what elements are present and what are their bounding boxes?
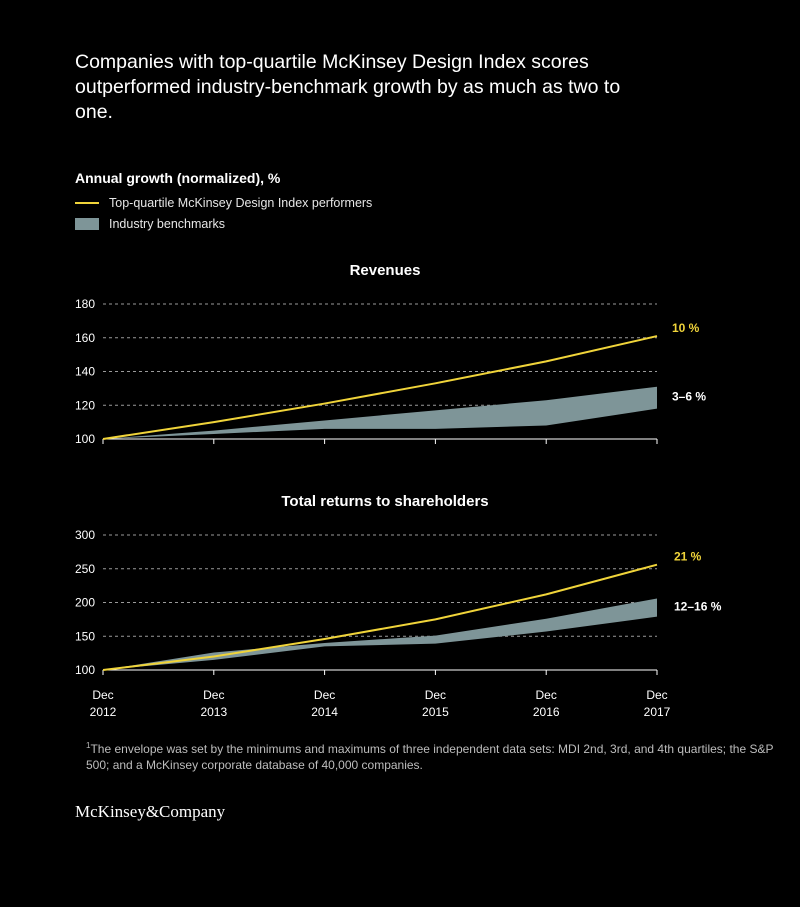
x-tick-label-month: Dec	[92, 688, 113, 702]
legend-item-area: Industry benchmarks	[75, 217, 225, 231]
brand-logo: McKinsey&Company	[75, 802, 226, 821]
x-tick-label-month: Dec	[536, 688, 557, 702]
x-tick-label-year: 2014	[311, 705, 338, 719]
y-tick-label-revenues: 140	[75, 365, 95, 379]
x-tick-label-year: 2016	[533, 705, 560, 719]
top-quartile-line-tsr	[102, 563, 658, 671]
x-tick-label-year: 2017	[644, 705, 671, 719]
x-tick-label-month: Dec	[646, 688, 667, 702]
y-tick-label-tsr: 200	[75, 596, 95, 610]
y-tick-label-tsr: 100	[75, 663, 95, 677]
legend-line-label: Top-quartile McKinsey Design Index perfo…	[109, 196, 373, 210]
footnote-marker: 1	[86, 741, 91, 750]
chart-subtitle: Annual growth (normalized), %	[75, 170, 281, 186]
legend-area-swatch	[75, 218, 99, 230]
end-label-band-tsr: 12–16 %	[674, 600, 722, 614]
x-tick-label-year: 2012	[90, 705, 117, 719]
x-tick-label-month: Dec	[314, 688, 335, 702]
headline: Companies with top-quartile McKinsey Des…	[75, 51, 621, 123]
end-label-band-revenues: 3–6 %	[672, 390, 706, 404]
footnote-text: The envelope was set by the minimums and…	[86, 742, 774, 772]
y-tick-label-revenues: 180	[75, 297, 95, 311]
end-label-line-revenues: 10 %	[672, 321, 700, 335]
y-tick-label-revenues: 120	[75, 398, 95, 412]
top-quartile-line-revenues	[102, 335, 658, 440]
chart-title-tsr: Total returns to shareholders	[281, 493, 488, 510]
footnote: 1The envelope was set by the minimums an…	[86, 738, 786, 773]
legend-item-line: Top-quartile McKinsey Design Index perfo…	[75, 196, 372, 210]
y-tick-label-revenues: 100	[75, 432, 95, 446]
y-tick-label-tsr: 150	[75, 629, 95, 643]
x-tick-label-year: 2015	[422, 705, 449, 719]
y-tick-label-revenues: 160	[75, 331, 95, 345]
legend-area-label: Industry benchmarks	[109, 217, 226, 231]
legend-line-swatch	[75, 202, 99, 204]
benchmark-band-revenues	[103, 386, 657, 439]
x-tick-label-month: Dec	[425, 688, 446, 702]
end-label-line-tsr: 21 %	[674, 550, 702, 564]
y-tick-label-tsr: 250	[75, 562, 95, 576]
y-tick-label-tsr: 300	[75, 528, 95, 542]
x-tick-label-year: 2013	[200, 705, 227, 719]
chart-title-revenues: Revenues	[350, 262, 421, 279]
x-tick-label-month: Dec	[203, 688, 224, 702]
